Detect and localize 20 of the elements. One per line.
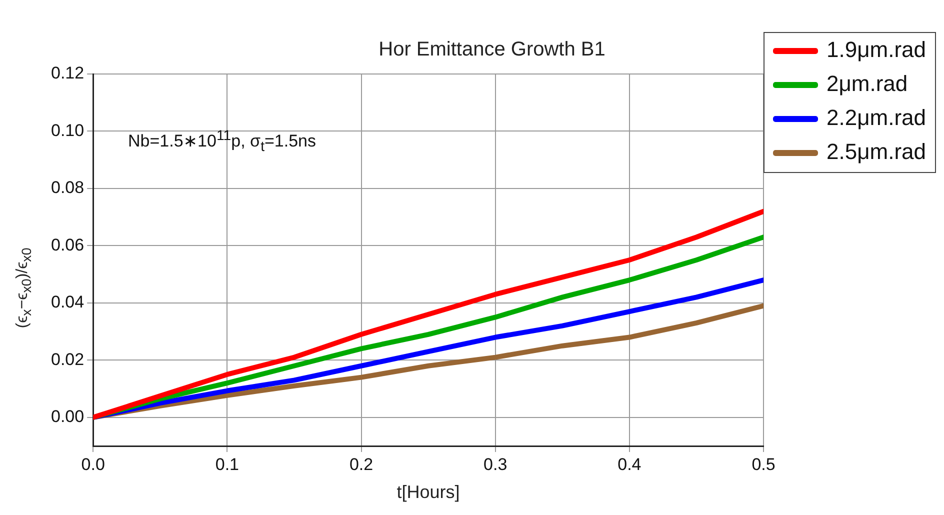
y-tick-label: 0.10	[50, 120, 84, 140]
y-tick-label: 0.04	[50, 292, 84, 312]
x-tick-label: 0.1	[215, 454, 239, 474]
x-tick-label: 0.5	[752, 454, 776, 474]
y-tick-label: 0.02	[50, 350, 84, 369]
y-tick-label: 0.08	[50, 178, 84, 198]
annotation: Nb=1.5∗10$^{11}$p, σ$_{t}$=1.5ns	[128, 128, 316, 156]
x-tick-label: 0.4	[618, 454, 642, 474]
x-tick-label: 0.2	[349, 454, 374, 474]
chart-title: Hor Emittance Growth B1	[378, 38, 606, 61]
legend-label: 1.9μm.rad	[826, 37, 926, 62]
legend-label: 2.5μm.rad	[826, 139, 926, 164]
y-tick-label: 0.12	[50, 64, 84, 83]
y-tick-label: 0.06	[50, 235, 84, 254]
legend-label: 2.2μm.rad	[826, 105, 926, 130]
y-tick-label: 0.00	[50, 407, 84, 426]
x-tick-label: 0.0	[81, 454, 105, 474]
x-tick-label: 0.3	[484, 454, 508, 474]
x-axis-title: t[Hours]	[396, 482, 460, 502]
legend-label: 2μm.rad	[826, 71, 908, 96]
